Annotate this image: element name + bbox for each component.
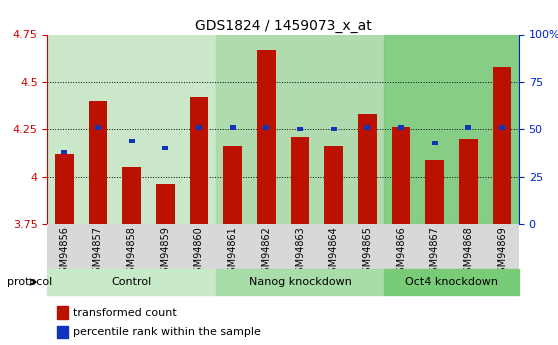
- Bar: [249, 224, 283, 269]
- Bar: [115, 224, 148, 269]
- Bar: [196, 125, 202, 130]
- Bar: [493, 67, 511, 224]
- Bar: [283, 224, 317, 269]
- Bar: [47, 34, 81, 224]
- Text: GSM94862: GSM94862: [261, 227, 271, 279]
- Text: GSM94868: GSM94868: [464, 227, 473, 279]
- Bar: [216, 224, 249, 269]
- Bar: [485, 224, 519, 269]
- Bar: [418, 34, 451, 224]
- Text: GSM94857: GSM94857: [93, 227, 103, 279]
- Bar: [230, 125, 235, 130]
- Bar: [384, 224, 418, 269]
- Bar: [384, 269, 519, 295]
- Text: transformed count: transformed count: [73, 308, 177, 318]
- Bar: [358, 114, 377, 224]
- Text: GSM94864: GSM94864: [329, 227, 339, 279]
- Bar: [216, 269, 384, 295]
- Text: Nanog knockdown: Nanog knockdown: [248, 277, 352, 287]
- Text: protocol: protocol: [7, 277, 52, 287]
- Title: GDS1824 / 1459073_x_at: GDS1824 / 1459073_x_at: [195, 19, 372, 33]
- Bar: [384, 34, 418, 224]
- Bar: [384, 34, 519, 224]
- Bar: [81, 224, 115, 269]
- Bar: [331, 127, 336, 131]
- Text: GSM94867: GSM94867: [430, 227, 440, 279]
- Bar: [451, 224, 485, 269]
- Text: GSM94865: GSM94865: [362, 227, 372, 279]
- Bar: [47, 34, 216, 224]
- Bar: [162, 146, 169, 150]
- Text: GSM94863: GSM94863: [295, 227, 305, 279]
- Bar: [190, 97, 208, 224]
- Bar: [451, 34, 485, 224]
- Bar: [418, 224, 451, 269]
- Bar: [216, 34, 384, 224]
- Bar: [182, 34, 216, 224]
- Bar: [122, 167, 141, 224]
- Bar: [115, 34, 148, 224]
- Bar: [350, 224, 384, 269]
- Bar: [465, 125, 472, 130]
- Bar: [485, 34, 519, 224]
- Bar: [61, 150, 68, 154]
- Bar: [182, 224, 216, 269]
- Text: Oct4 knockdown: Oct4 knockdown: [405, 277, 498, 287]
- Bar: [317, 224, 350, 269]
- Bar: [398, 125, 404, 130]
- Text: percentile rank within the sample: percentile rank within the sample: [73, 327, 261, 337]
- Bar: [297, 127, 303, 131]
- Text: GSM94856: GSM94856: [59, 227, 69, 279]
- Text: GSM94858: GSM94858: [127, 227, 137, 279]
- Bar: [57, 306, 68, 319]
- Text: GSM94860: GSM94860: [194, 227, 204, 279]
- Bar: [148, 224, 182, 269]
- Bar: [283, 34, 317, 224]
- Bar: [55, 154, 74, 224]
- Bar: [47, 224, 81, 269]
- Bar: [57, 326, 68, 338]
- Bar: [263, 125, 270, 130]
- Bar: [249, 34, 283, 224]
- Bar: [432, 140, 438, 145]
- Bar: [392, 128, 410, 224]
- Bar: [95, 125, 101, 130]
- Bar: [223, 146, 242, 224]
- Bar: [128, 139, 134, 143]
- Bar: [216, 34, 249, 224]
- Bar: [499, 125, 505, 130]
- Text: Control: Control: [112, 277, 152, 287]
- Text: GSM94869: GSM94869: [497, 227, 507, 279]
- Bar: [317, 34, 350, 224]
- Bar: [459, 139, 478, 224]
- Text: GSM94866: GSM94866: [396, 227, 406, 279]
- Bar: [148, 34, 182, 224]
- Bar: [81, 34, 115, 224]
- Bar: [47, 269, 216, 295]
- Bar: [89, 101, 107, 224]
- Bar: [257, 50, 276, 224]
- Text: GSM94861: GSM94861: [228, 227, 238, 279]
- Bar: [291, 137, 309, 224]
- Bar: [156, 184, 175, 224]
- Bar: [364, 125, 371, 130]
- Bar: [350, 34, 384, 224]
- Bar: [426, 160, 444, 224]
- Text: GSM94859: GSM94859: [160, 227, 170, 279]
- Bar: [324, 146, 343, 224]
